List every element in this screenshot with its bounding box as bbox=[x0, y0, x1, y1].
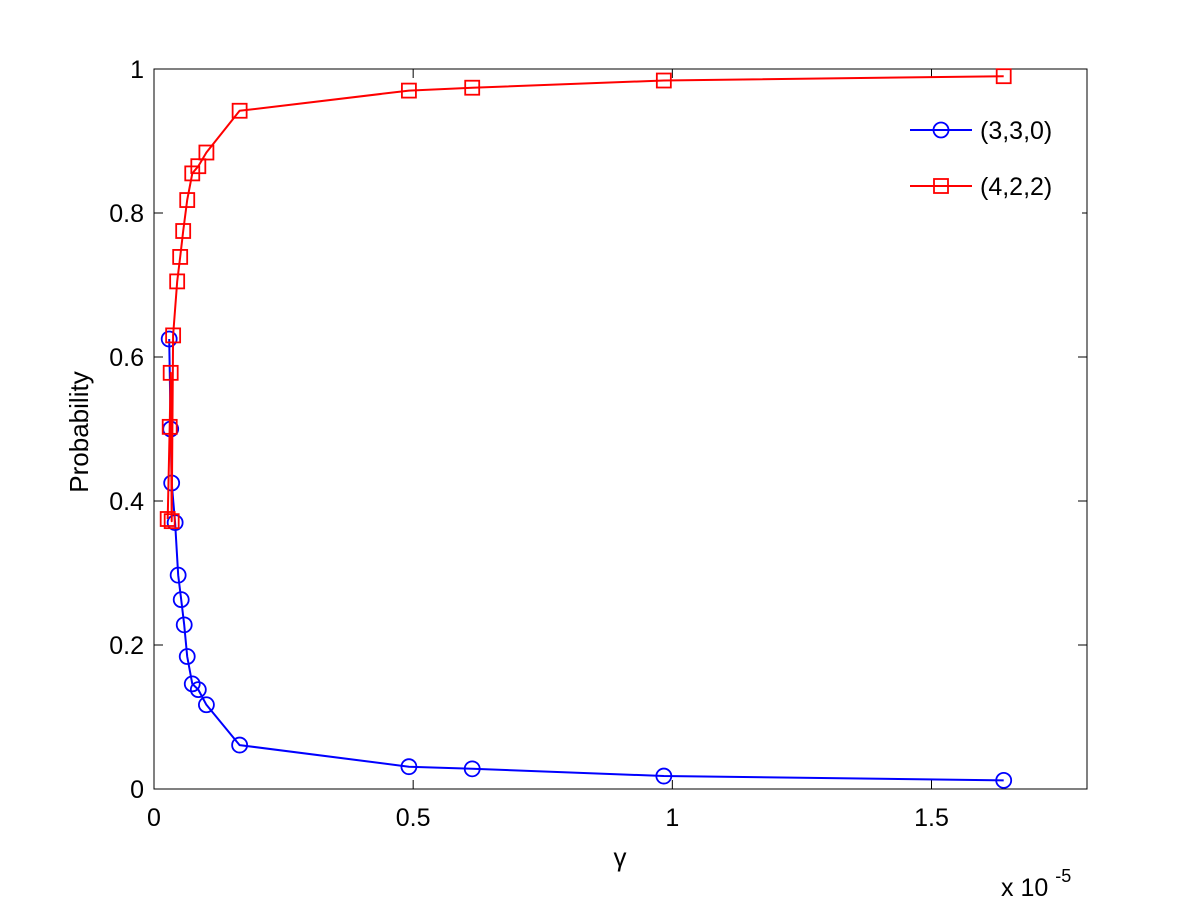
data-point bbox=[169, 273, 186, 290]
data-point bbox=[163, 513, 180, 530]
data-point bbox=[175, 616, 193, 634]
legend-entry-1: (3,3,0) bbox=[910, 117, 1052, 145]
legend-box bbox=[896, 96, 1082, 226]
y-tick-label: 0.2 bbox=[109, 632, 144, 660]
data-point bbox=[655, 767, 673, 785]
data-point bbox=[198, 696, 215, 714]
x-tick-label: 0.5 bbox=[396, 804, 431, 832]
data-point bbox=[231, 102, 248, 119]
data-point bbox=[198, 144, 215, 161]
data-point bbox=[463, 760, 481, 778]
data-point bbox=[178, 648, 196, 665]
data-point bbox=[172, 249, 189, 265]
data-point bbox=[231, 736, 249, 754]
series-line bbox=[166, 75, 1004, 523]
legend: (3,3,0) (4,2,2) bbox=[896, 96, 1082, 226]
axis-tick-labels: 0 0.5 1 1.5 0 0.2 0.4 0.6 0.8 1 bbox=[109, 56, 949, 832]
data-point bbox=[169, 566, 187, 584]
legend-label-2: (4,2,2) bbox=[980, 173, 1052, 201]
data-point bbox=[162, 364, 179, 381]
data-point bbox=[655, 72, 672, 89]
data-point bbox=[179, 192, 196, 208]
series-2 bbox=[159, 68, 1012, 530]
data-point bbox=[995, 771, 1013, 789]
series-1 bbox=[160, 330, 1013, 789]
axis-ticks bbox=[153, 68, 1087, 790]
data-point bbox=[160, 330, 178, 348]
x-exponent-power: -5 bbox=[1055, 866, 1071, 886]
y-tick-label: 1 bbox=[130, 56, 144, 84]
x-exponent-base: x 10 bbox=[1001, 874, 1048, 900]
data-point bbox=[161, 418, 178, 435]
data-point bbox=[464, 79, 481, 96]
y-axis-label: Probability bbox=[64, 371, 94, 492]
legend-entry-2: (4,2,2) bbox=[910, 173, 1052, 201]
y-tick-label: 0.6 bbox=[109, 344, 144, 372]
series-line bbox=[168, 338, 1004, 782]
data-point bbox=[183, 675, 201, 693]
data-point bbox=[165, 327, 182, 344]
x-exponent-label: x 10 -5 bbox=[1001, 866, 1071, 900]
data-point bbox=[400, 758, 418, 776]
data-series bbox=[159, 68, 1013, 789]
y-tick-label: 0 bbox=[130, 776, 144, 804]
legend-marker-square bbox=[933, 178, 949, 194]
data-point bbox=[172, 591, 190, 609]
data-point bbox=[995, 68, 1012, 85]
x-tick-label: 1 bbox=[665, 804, 679, 832]
y-tick-label: 0.8 bbox=[109, 200, 144, 228]
x-tick-label: 1.5 bbox=[914, 804, 949, 832]
data-point bbox=[190, 158, 207, 175]
data-point bbox=[159, 511, 176, 527]
legend-label-1: (3,3,0) bbox=[980, 117, 1052, 145]
y-tick-label: 0.4 bbox=[109, 488, 144, 516]
data-point bbox=[189, 681, 207, 699]
data-point bbox=[175, 223, 192, 239]
x-axis-label: γ bbox=[614, 842, 627, 872]
legend-marker-circle bbox=[932, 121, 950, 139]
data-point bbox=[401, 82, 417, 99]
x-tick-label: 0 bbox=[147, 804, 161, 832]
